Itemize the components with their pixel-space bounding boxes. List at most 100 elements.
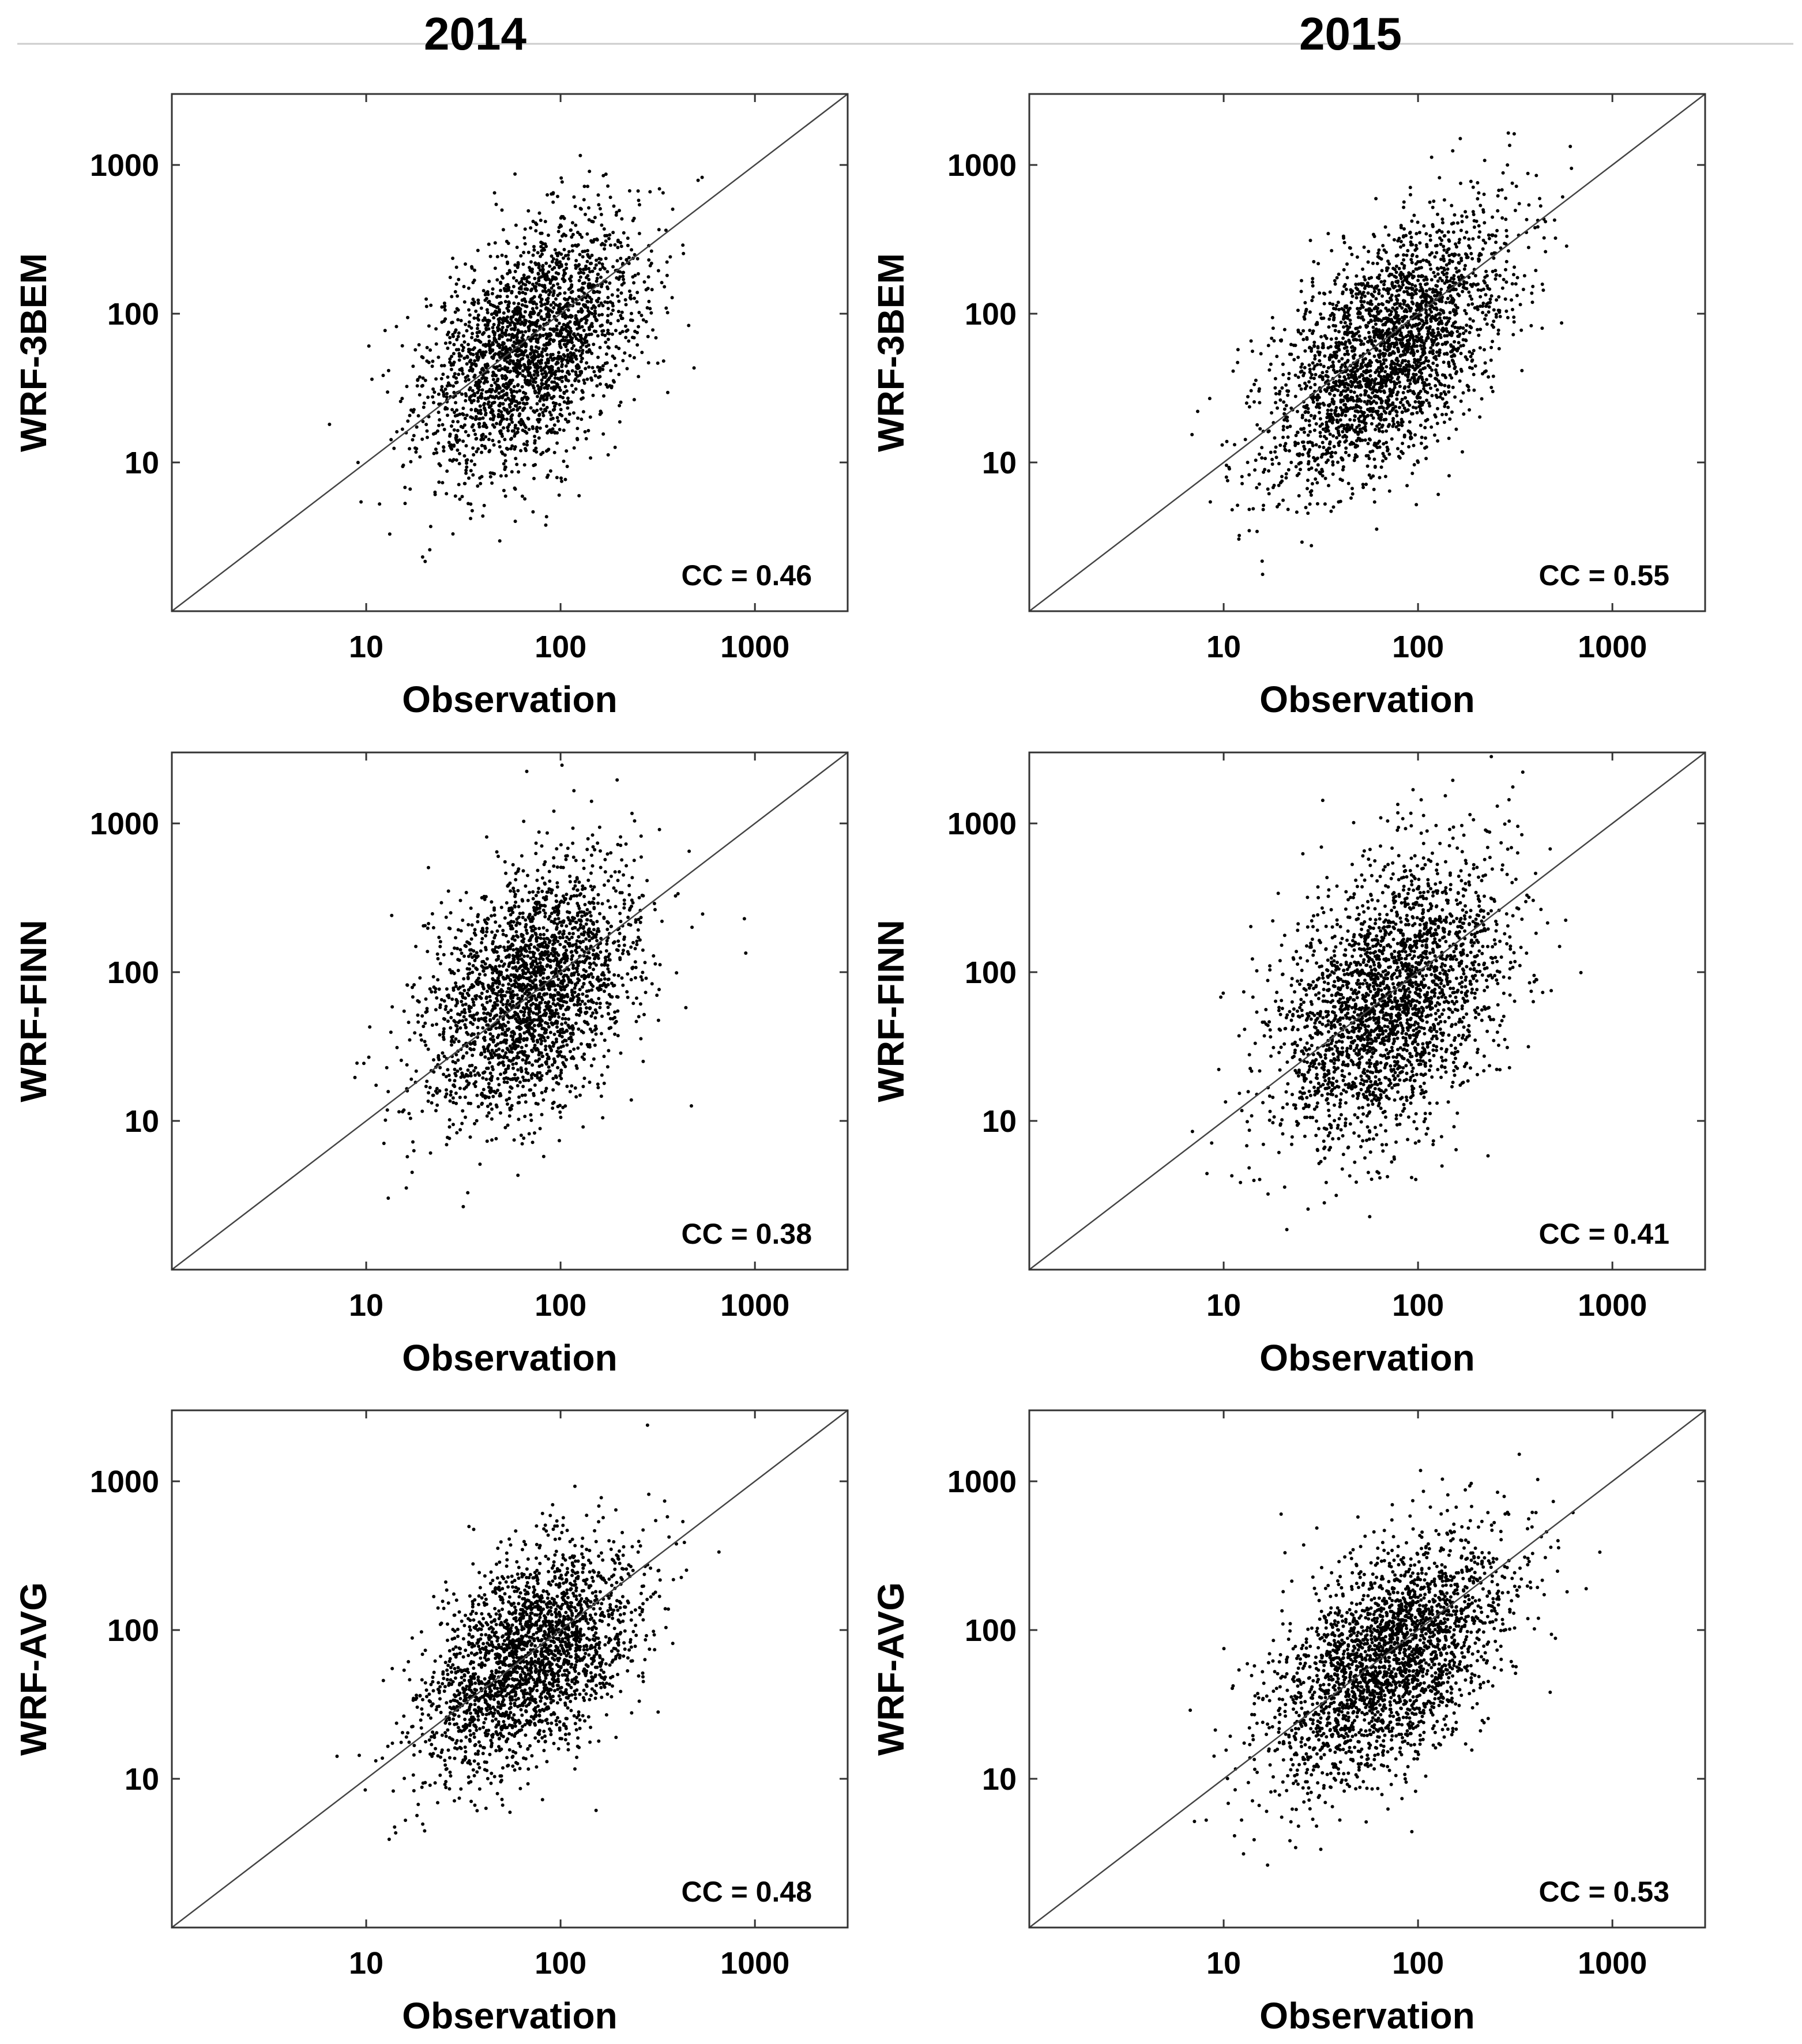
data-point [627,189,631,193]
data-point [467,324,471,328]
data-point [1479,328,1483,332]
data-point [492,322,496,326]
data-point [1409,240,1413,244]
data-point [1258,401,1262,405]
data-point [1300,278,1303,283]
data-point [548,337,552,341]
data-point [1412,372,1416,377]
data-point [1439,266,1443,270]
data-point [509,338,513,342]
data-point [1420,325,1424,329]
data-point [536,373,540,377]
data-point [1293,373,1297,377]
data-point [547,429,551,433]
data-point [1368,383,1372,387]
data-point [514,341,518,345]
data-point [584,212,587,216]
data-point [1353,337,1357,341]
data-point [474,309,478,313]
data-point [1348,318,1352,322]
data-point [1497,189,1501,193]
data-point [356,461,360,465]
data-point [1443,402,1447,406]
data-point [499,474,503,478]
data-point [1425,326,1429,330]
data-point [1402,309,1406,313]
data-point [557,225,561,229]
data-point [451,532,455,536]
data-point [437,392,441,396]
data-point [1481,302,1485,305]
data-point [469,326,473,330]
data-point [505,382,509,386]
data-point [1494,273,1498,277]
data-point [494,389,498,393]
data-point [476,380,480,384]
data-point [1382,287,1386,291]
data-point [649,311,653,315]
data-point [1395,301,1400,305]
data-point [453,290,457,293]
data-point [1342,268,1346,272]
data-point [476,301,480,305]
data-point [467,349,471,353]
data-point [1311,443,1315,447]
data-point [471,473,475,477]
data-point [513,487,517,491]
data-point [1329,408,1333,412]
data-point [1322,302,1326,306]
data-point [1417,329,1421,333]
one-to-one-line [171,93,848,612]
data-point [532,476,536,480]
data-point [1424,359,1428,363]
data-point [1416,349,1420,353]
column-title-2015: 2015 [1299,8,1402,59]
data-point [1496,194,1500,198]
data-point [1288,449,1291,453]
data-point [665,311,669,315]
data-point [647,299,651,303]
data-point [480,443,484,447]
data-point [1379,405,1383,409]
data-point [526,250,531,254]
data-point [1344,439,1348,443]
data-point [557,369,561,373]
data-point [1451,149,1455,153]
data-point [534,229,538,233]
data-point [1440,278,1444,283]
data-point [1470,352,1474,356]
data-point [1350,294,1355,298]
data-point [452,352,456,356]
data-point [549,413,553,417]
data-point [1327,442,1331,446]
data-point [600,223,604,227]
data-point [1424,289,1428,293]
data-point [524,392,528,396]
data-point [608,243,612,247]
data-point [1421,300,1424,304]
data-point [580,235,584,239]
data-point [542,394,546,398]
data-point [545,315,549,319]
data-point [1249,339,1253,343]
data-point [587,266,591,270]
data-point [550,368,554,372]
data-point [1338,368,1342,372]
data-point [606,307,610,311]
data-point [1435,421,1439,426]
data-point [458,497,462,501]
data-point [1471,319,1475,323]
data-point [554,362,558,366]
data-point [535,402,539,406]
data-point [1376,317,1380,321]
data-point [1491,215,1495,219]
data-point [1302,427,1306,431]
data-point [1360,411,1364,415]
data-point [509,378,512,382]
data-point [539,304,543,308]
data-point [543,343,547,347]
data-point [1394,264,1398,268]
data-point [1277,502,1281,506]
data-point [1510,282,1514,286]
data-point [1409,193,1412,197]
